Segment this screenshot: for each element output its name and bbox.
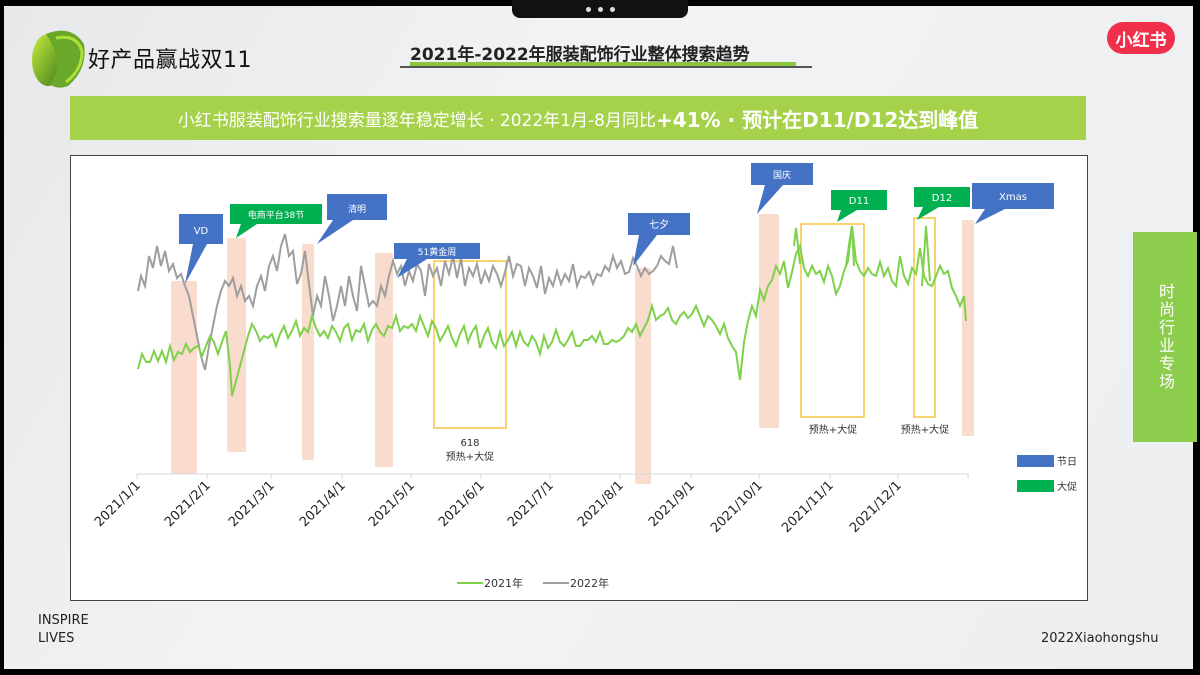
footer-copyright: 2022Xiaohongshu xyxy=(1041,631,1159,646)
series-2021-line xyxy=(137,225,967,397)
svg-text:2021/1/1: 2021/1/1 xyxy=(92,478,144,530)
svg-text:大促: 大促 xyxy=(1057,480,1077,493)
title-underline xyxy=(400,66,812,68)
svg-text:D11: D11 xyxy=(849,196,869,207)
dot-icon xyxy=(597,6,603,12)
svg-text:清明: 清明 xyxy=(348,203,366,215)
brand-title: 好产品赢战双11 xyxy=(88,48,252,73)
callout-qingming: 清明 xyxy=(317,194,387,244)
footer-tagline: INSPIRE LIVES xyxy=(38,612,89,648)
svg-text:2021/5/1: 2021/5/1 xyxy=(366,478,418,530)
promo-d11-label: 预热+大促 xyxy=(809,423,857,436)
banner-text: 小红书服装配饰行业搜索量逐年稳定增长 · 2022年1月-8月同比 xyxy=(177,110,656,131)
svg-text:2021/11/1: 2021/11/1 xyxy=(779,478,837,536)
callout-d12: D12 xyxy=(914,187,970,220)
svg-text:2021/3/1: 2021/3/1 xyxy=(226,478,278,530)
svg-text:2021/4/1: 2021/4/1 xyxy=(297,478,349,530)
svg-text:2021/12/1: 2021/12/1 xyxy=(847,478,905,536)
footer-tagline-line2: LIVES xyxy=(38,631,75,646)
callout-xmas: Xmas xyxy=(972,183,1054,224)
chart-canvas: VD 清明 51黄金周 七夕 国庆 Xmas xyxy=(92,163,1077,590)
page-title: 2021年-2022年服装配饰行业整体搜索趋势 xyxy=(410,45,750,65)
svg-text:2021/7/1: 2021/7/1 xyxy=(505,478,557,530)
legend-bottom: 2021年 2022年 xyxy=(457,576,609,590)
callout-qixi: 七夕 xyxy=(628,213,690,266)
series-2022-line xyxy=(137,233,678,371)
trend-chart: VD 清明 51黄金周 七夕 国庆 Xmas xyxy=(70,155,1088,601)
footer-tagline-line1: INSPIRE xyxy=(38,613,89,628)
svg-text:2021/8/1: 2021/8/1 xyxy=(575,478,627,530)
dot-icon xyxy=(585,6,591,12)
svg-text:电商平台38节: 电商平台38节 xyxy=(248,209,304,221)
promo-618-sublabel: 预热+大促 xyxy=(446,450,494,463)
svg-text:Xmas: Xmas xyxy=(999,192,1027,203)
svg-text:2022年: 2022年 xyxy=(570,576,609,590)
callout-golden-week: 51黄金周 xyxy=(394,243,480,278)
svg-text:D12: D12 xyxy=(932,193,952,204)
svg-text:国庆: 国庆 xyxy=(773,169,791,181)
svg-text:VD: VD xyxy=(194,226,209,237)
callout-38-festival: 电商平台38节 xyxy=(230,204,322,238)
banner-highlight: +41% · 预计在D11/D12达到峰值 xyxy=(655,107,979,132)
callout-vd: VD xyxy=(179,214,223,284)
promo-d12-label: 预热+大促 xyxy=(901,423,949,436)
highlight-bands xyxy=(171,214,974,484)
svg-text:2021/9/1: 2021/9/1 xyxy=(646,478,698,530)
dot-icon xyxy=(609,6,615,12)
side-tab-fashion[interactable]: 时尚行业专场 xyxy=(1133,232,1197,442)
summary-banner: 小红书服装配饰行业搜索量逐年稳定增长 · 2022年1月-8月同比 +41% ·… xyxy=(70,96,1086,140)
svg-text:2021/6/1: 2021/6/1 xyxy=(436,478,488,530)
x-tick-labels: 2021/1/1 2021/2/1 2021/3/1 2021/4/1 2021… xyxy=(92,478,905,536)
promo-618-label: 618 xyxy=(460,438,479,449)
xiaohongshu-logo: 小红书 xyxy=(1107,22,1175,54)
promo-boxes xyxy=(433,217,936,429)
callout-national-day: 国庆 xyxy=(751,163,813,214)
legend-side: 节日 大促 xyxy=(1017,455,1077,493)
svg-text:节日: 节日 xyxy=(1057,456,1077,468)
callout-d11: D11 xyxy=(831,190,887,222)
svg-text:2021年: 2021年 xyxy=(484,576,523,590)
svg-text:2021/2/1: 2021/2/1 xyxy=(162,478,214,530)
brand-logo-icon xyxy=(32,30,85,88)
svg-text:七夕: 七夕 xyxy=(649,219,669,231)
title-underline-accent xyxy=(410,62,796,67)
svg-text:2021/10/1: 2021/10/1 xyxy=(708,478,766,536)
svg-text:51黄金周: 51黄金周 xyxy=(418,246,456,258)
window-handle[interactable] xyxy=(512,0,688,18)
